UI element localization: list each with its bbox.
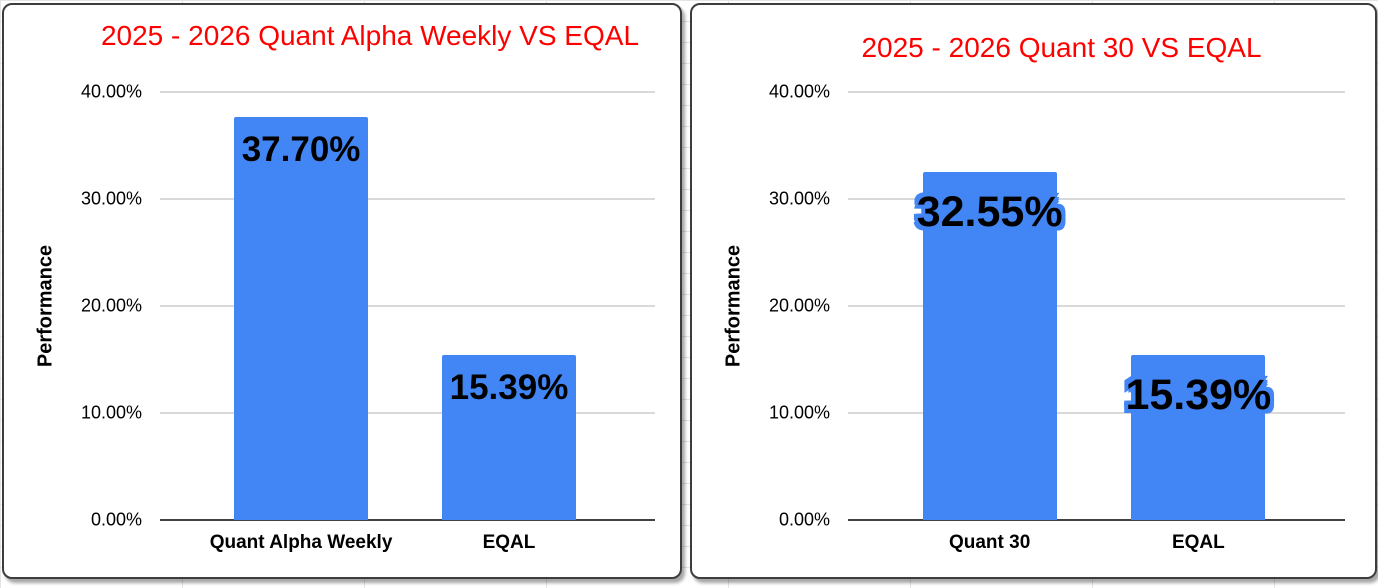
y-tick-label: 40.00% — [80, 81, 142, 102]
bar-value-label: 15.39% — [449, 368, 569, 408]
x-axis-line — [160, 519, 655, 521]
gridline — [848, 198, 1345, 200]
y-axis-tick-labels: 40.00% 30.00% 20.00% 10.00% 0.00% — [692, 82, 838, 530]
bar-value-label: 32.55% — [916, 187, 1063, 236]
x-category-label: EQAL — [1171, 532, 1225, 553]
chart-title: 2025 - 2026 Quant 30 VS EQAL — [861, 32, 1262, 63]
y-tick-label: 30.00% — [80, 188, 142, 209]
bar-value-label: 37.70% — [241, 129, 361, 169]
gridline — [160, 91, 655, 93]
y-tick-label: 20.00% — [80, 295, 142, 316]
gridline — [160, 412, 655, 414]
bar-value-label: 15.39% — [1125, 371, 1272, 420]
plot-area: 32.55% 15.39% Quant 30 EQAL — [848, 91, 1345, 553]
x-category-label: Quant Alpha Weekly — [209, 532, 393, 553]
gridline — [160, 305, 655, 307]
y-tick-label: 40.00% — [768, 81, 830, 102]
gridline — [848, 305, 1345, 307]
y-tick-label: 20.00% — [768, 295, 830, 316]
gridline — [848, 412, 1345, 414]
bar-quant-alpha-weekly[interactable]: 37.70% — [234, 116, 369, 520]
x-category-label: Quant 30 — [948, 532, 1031, 553]
y-axis-tick-labels: 40.00% 30.00% 20.00% 10.00% 0.00% — [4, 82, 150, 530]
y-tick-label: 30.00% — [768, 188, 830, 209]
chart-panel-quant-30[interactable]: 2025 - 2026 Quant 30 VS EQAL Performance… — [690, 3, 1377, 579]
bar-eqal[interactable]: 15.39% — [441, 355, 576, 520]
gridline — [848, 91, 1345, 93]
y-tick-label: 0.00% — [90, 509, 142, 530]
y-tick-label: 0.00% — [778, 509, 830, 530]
bar-eqal[interactable]: 15.39% — [1125, 355, 1271, 520]
y-tick-label: 10.00% — [80, 402, 142, 423]
chart-panel-quant-alpha-weekly[interactable]: 2025 - 2026 Quant Alpha Weekly VS EQAL P… — [2, 3, 682, 579]
y-tick-label: 10.00% — [768, 402, 830, 423]
gridline — [160, 198, 655, 200]
x-category-label: EQAL — [482, 532, 536, 553]
bar-quant-30[interactable]: 32.55% — [917, 171, 1063, 520]
x-axis-line — [848, 519, 1345, 521]
plot-area: 37.70% 15.39% Quant Alpha Weekly EQAL — [160, 91, 655, 553]
chart-title: 2025 - 2026 Quant Alpha Weekly VS EQAL — [100, 20, 640, 51]
